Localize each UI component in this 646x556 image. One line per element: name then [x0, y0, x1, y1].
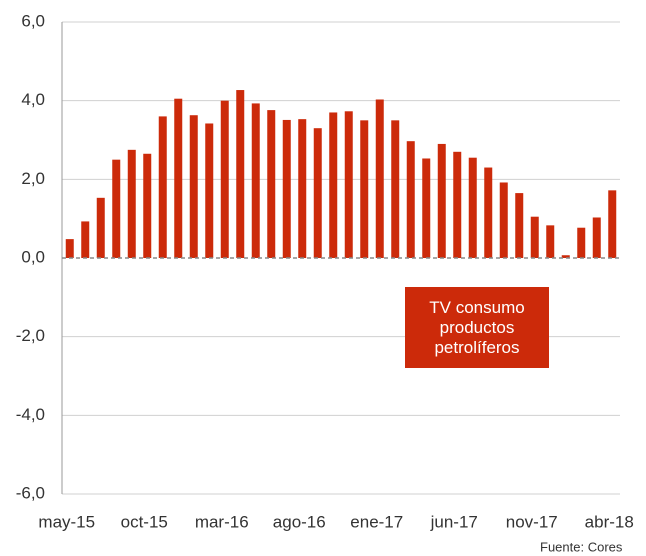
bar — [236, 90, 245, 259]
x-tick-label: ene-17 — [350, 512, 403, 531]
bar — [313, 128, 322, 258]
bar — [298, 119, 307, 258]
bar — [220, 100, 229, 259]
y-tick-label: -6,0 — [16, 483, 45, 502]
x-tick-label: mar-16 — [195, 512, 249, 531]
bar — [112, 159, 121, 258]
bar — [96, 197, 105, 258]
bar — [174, 98, 183, 258]
bar — [437, 143, 446, 258]
bar — [375, 99, 384, 258]
y-tick-label: 2,0 — [21, 169, 45, 188]
bar — [65, 239, 74, 258]
x-tick-label: jun-17 — [430, 512, 478, 531]
bar — [577, 227, 586, 258]
bar — [81, 221, 90, 258]
bar — [391, 120, 400, 258]
y-tick-label: -2,0 — [16, 326, 45, 345]
bar — [329, 112, 338, 258]
bar — [561, 255, 570, 258]
x-tick-label: may-15 — [38, 512, 95, 531]
bar — [499, 182, 508, 258]
bar — [267, 110, 276, 259]
bar — [422, 158, 431, 258]
bar — [468, 157, 477, 258]
bar — [158, 116, 167, 259]
x-tick-label: oct-15 — [121, 512, 168, 531]
y-tick-label: 4,0 — [21, 90, 45, 109]
bar — [515, 193, 524, 258]
y-tick-label: 6,0 — [21, 11, 45, 30]
bar — [251, 103, 260, 258]
y-tick-label: 0,0 — [21, 247, 45, 266]
bar — [546, 225, 555, 258]
x-tick-label: abr-18 — [585, 512, 634, 531]
x-tick-label: nov-17 — [506, 512, 558, 531]
x-tick-label: ago-16 — [273, 512, 326, 531]
bar — [344, 111, 353, 258]
bar — [282, 119, 291, 258]
bar — [530, 216, 539, 258]
bar — [189, 115, 198, 258]
source: Fuente: Cores — [540, 539, 623, 554]
annotation: TV consumo productos petrolíferos — [405, 287, 549, 368]
bar — [592, 217, 601, 258]
bar — [205, 123, 214, 258]
bar — [360, 120, 369, 258]
bar — [608, 190, 617, 258]
bar — [453, 151, 462, 258]
bar — [143, 153, 152, 258]
y-tick-label: -4,0 — [16, 405, 45, 424]
bar — [484, 167, 493, 258]
bar — [127, 149, 136, 258]
bar — [406, 141, 415, 258]
